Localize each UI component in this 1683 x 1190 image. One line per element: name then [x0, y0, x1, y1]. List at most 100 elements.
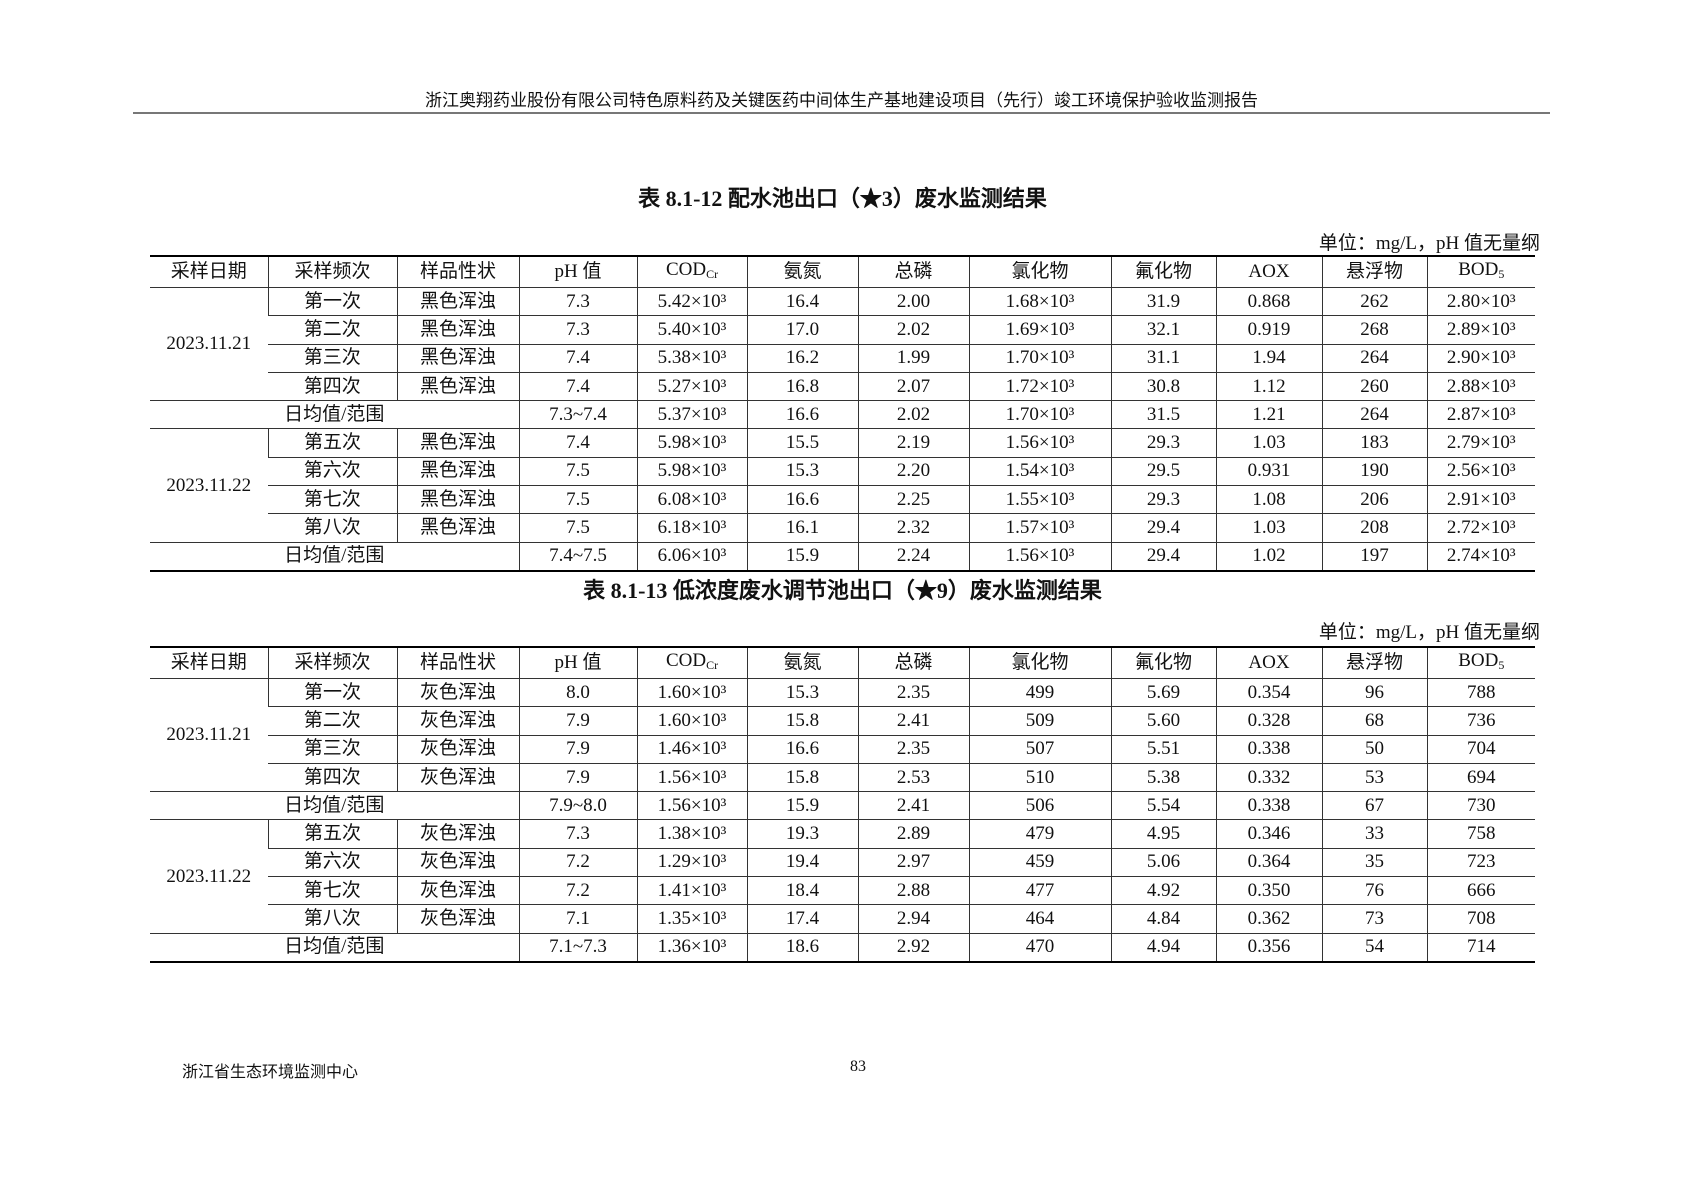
- data-cell: 1.03: [1215, 428, 1322, 458]
- header-row: 采样日期 采样频次 样品性状 pH 值 CODCr 氨氮 总磷 氯化物 氟化物 AOX 悬浮物 BOD…: [150, 646, 1535, 679]
- summary-cell: 264: [1321, 400, 1427, 429]
- data-cell: 黑色浑浊: [396, 286, 519, 316]
- column-header: 氨氮: [746, 646, 858, 679]
- summary-cell: 31.5: [1110, 400, 1216, 429]
- data-cell: 1.72×10³: [968, 371, 1111, 401]
- table-row: 第四次 黑色浑浊 7.4 5.27×10³ 16.8 2.07 1.72×10³ 30.8 1.…: [150, 371, 1535, 401]
- summary-cell: 5.37×10³: [636, 400, 747, 429]
- data-cell: 183: [1321, 428, 1427, 458]
- summary-cell: 2.24: [857, 541, 969, 572]
- data-cell: 510: [968, 762, 1111, 792]
- data-cell: 2.02: [857, 315, 969, 345]
- data-cell: 68: [1321, 706, 1427, 736]
- data-cell: 5.69: [1110, 677, 1216, 707]
- data-cell: 7.5: [518, 456, 637, 486]
- data-cell: 16.6: [746, 734, 858, 764]
- data-cell: 758: [1426, 819, 1535, 849]
- data-cell: 7.9: [518, 734, 637, 764]
- data-cell: 1.60×10³: [636, 677, 747, 707]
- data-cell: 7.9: [518, 762, 637, 792]
- summary-row: 日均值/范围 7.4~7.5 6.06×10³ 15.9 2.24 1.56×10³ 29.…: [150, 541, 1535, 572]
- data-cell: 2.91×10³: [1426, 485, 1535, 514]
- data-cell: 260: [1321, 371, 1427, 401]
- table-row: 2023.11.22 第五次 灰色浑浊 7.3 1.38×10³ 19.3 2.89 479 4…: [150, 819, 1535, 934]
- data-cell: 15.3: [746, 677, 858, 707]
- data-cell: 第八次: [268, 904, 397, 934]
- data-cell: 268: [1321, 315, 1427, 345]
- summary-cell: 2.87×10³: [1426, 400, 1535, 429]
- data-cell: 262: [1321, 286, 1427, 316]
- data-cell: 5.98×10³: [636, 428, 747, 458]
- summary-cell: 1.02: [1215, 541, 1322, 572]
- data-cell: 7.2: [518, 876, 637, 905]
- data-cell: 0.364: [1215, 847, 1322, 877]
- data-cell: 16.2: [746, 343, 858, 373]
- data-cell: 2.00: [857, 286, 969, 316]
- data-cell: 1.35×10³: [636, 904, 747, 934]
- data-cell: 1.69×10³: [968, 315, 1111, 345]
- column-header: BOD5: [1426, 255, 1535, 288]
- summary-cell: 2.92: [857, 932, 969, 963]
- data-cell: 1.29×10³: [636, 847, 747, 877]
- table-row: 第七次 灰色浑浊 7.2 1.41×10³ 18.4 2.88 477 4.92 0.350 76…: [150, 876, 1535, 905]
- table-row: 第六次 灰色浑浊 7.2 1.29×10³ 19.4 2.97 459 5.06 0.364 35…: [150, 847, 1535, 877]
- data-cell: 7.1: [518, 904, 637, 934]
- data-cell: 1.03: [1215, 513, 1322, 543]
- data-cell: 17.0: [746, 315, 858, 345]
- data-cell: 灰色浑浊: [396, 706, 519, 736]
- summary-cell: 470: [968, 932, 1111, 963]
- summary-cell: 4.94: [1110, 932, 1216, 963]
- data-cell: 第八次: [268, 513, 397, 543]
- table-unit-note: 单位：mg/L，pH 值无量纲: [1318, 622, 1540, 643]
- summary-row: 日均值/范围 7.9~8.0 1.56×10³ 15.9 2.41 506 5.54 0.33…: [150, 791, 1535, 820]
- data-cell: 76: [1321, 876, 1427, 905]
- table-row: 第二次 灰色浑浊 7.9 1.60×10³ 15.8 2.41 509 5.60 0.328 68…: [150, 706, 1535, 736]
- column-header-subscript: Cr: [706, 658, 719, 672]
- column-header: 悬浮物: [1321, 255, 1427, 288]
- data-cell: 2.88×10³: [1426, 371, 1535, 401]
- header-row: 采样日期 采样频次 样品性状 pH 值 CODCr 氨氮 总磷 氯化物 氟化物 AOX 悬浮物 BOD…: [150, 255, 1535, 288]
- data-cell: 0.362: [1215, 904, 1322, 934]
- data-cell: 0.332: [1215, 762, 1322, 792]
- data-cell: 499: [968, 677, 1111, 707]
- summary-cell: 0.338: [1215, 791, 1322, 820]
- data-cell: 1.94: [1215, 343, 1322, 373]
- data-cell: 黑色浑浊: [396, 485, 519, 514]
- data-cell: 264: [1321, 343, 1427, 373]
- data-cell: 7.4: [518, 371, 637, 401]
- data-cell: 19.3: [746, 819, 858, 849]
- summary-cell: 54: [1321, 932, 1427, 963]
- data-cell: 7.4: [518, 343, 637, 373]
- data-cell: 灰色浑浊: [396, 847, 519, 877]
- summary-cell: 16.6: [746, 400, 858, 429]
- column-header: 氯化物: [968, 255, 1111, 288]
- table-row: 第三次 黑色浑浊 7.4 5.38×10³ 16.2 1.99 1.70×10³ 31.1 1.…: [150, 343, 1535, 373]
- data-cell: 第二次: [268, 706, 397, 736]
- data-cell: 15.8: [746, 762, 858, 792]
- data-cell: 32.1: [1110, 315, 1216, 345]
- data-cell: 6.18×10³: [636, 513, 747, 543]
- data-cell: 2.25: [857, 485, 969, 514]
- data-cell: 7.3: [518, 286, 637, 316]
- column-header: 氨氮: [746, 255, 858, 288]
- data-cell: 第一次: [267, 677, 397, 707]
- column-header: 采样日期: [150, 646, 268, 679]
- data-cell: 0.354: [1215, 677, 1322, 707]
- data-cell: 2.07: [857, 371, 969, 401]
- running-header: 浙江奥翔药业股份有限公司特色原料药及关键医药中间体生产基地建设项目（先行）竣工环…: [425, 91, 1258, 110]
- summary-row: 日均值/范围 7.1~7.3 1.36×10³ 18.6 2.92 470 4.94 0.35…: [150, 932, 1535, 963]
- summary-cell: 2.41: [857, 791, 969, 820]
- data-cell: 708: [1426, 904, 1535, 934]
- data-cell: 1.46×10³: [636, 734, 747, 764]
- data-cell: 16.6: [746, 485, 858, 514]
- summary-label-cell: 日均值/范围: [150, 541, 519, 572]
- table-row: 第七次 黑色浑浊 7.5 6.08×10³ 16.6 2.25 1.55×10³ 29.3 1.…: [150, 485, 1535, 514]
- table-caption-8-1-12: 表 8.1-12 配水池出口（★3）废水监测结果: [638, 186, 1047, 211]
- data-cell: 7.4: [518, 428, 637, 458]
- data-cell: 第七次: [268, 485, 397, 514]
- data-cell: 29.5: [1110, 456, 1216, 486]
- summary-cell: 0.356: [1215, 932, 1322, 963]
- data-cell: 第二次: [268, 315, 397, 345]
- data-cell: 7.3: [518, 819, 637, 849]
- summary-cell: 506: [968, 791, 1111, 820]
